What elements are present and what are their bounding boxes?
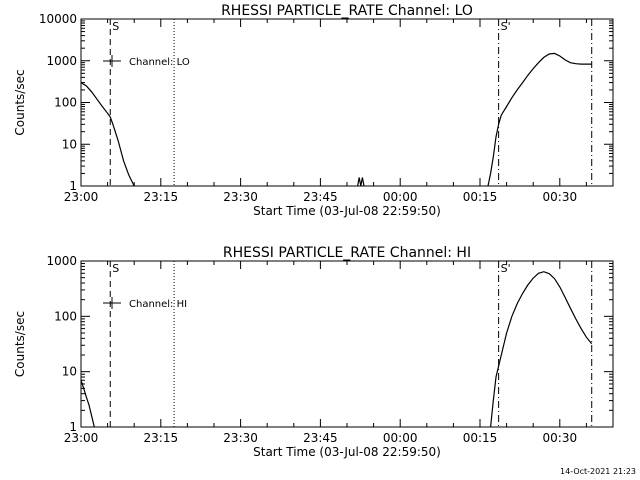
y-tick-label: 1000 (46, 54, 77, 68)
series-line-2 (490, 271, 593, 428)
series-line-1 (80, 380, 95, 428)
series-line-1 (80, 82, 135, 187)
y-tick-label: 100 (54, 96, 77, 110)
x-tick-label: 00:15 (463, 190, 498, 204)
y-axis-label: Counts/sec (13, 311, 27, 377)
marker-label: S' (501, 20, 511, 33)
y-tick-label: 1 (69, 179, 77, 193)
x-tick-label: 23:00 (64, 190, 99, 204)
chart-title: RHESSI PARTICLE_RATE Channel: LO (221, 3, 473, 19)
marker-label: S' (501, 262, 511, 275)
y-tick-label: 10 (62, 365, 77, 379)
x-tick-label: 00:00 (383, 431, 418, 445)
x-tick-label: 23:15 (144, 190, 179, 204)
x-tick-label: 00:00 (383, 190, 418, 204)
legend-label: Channel: HI (129, 299, 187, 310)
x-tick-label: 23:30 (223, 431, 258, 445)
y-tick-label: 1000 (46, 254, 77, 268)
generation-timestamp: 14-Oct-2021 21:23 (560, 467, 636, 476)
chart-panels: RHESSI PARTICLE_RATE Channel: LO 23:00 23:… (13, 3, 614, 459)
x-tick-label: 23:00 (64, 431, 99, 445)
y-tick-label: 1 (69, 420, 77, 434)
x-tick-label: 23:30 (223, 190, 258, 204)
y-tick-label: 100 (54, 309, 77, 323)
x-tick-label: 00:15 (463, 431, 498, 445)
marker-label: S (112, 20, 119, 33)
y-tick-label: 10000 (39, 12, 77, 26)
x-tick-label: 00:30 (543, 431, 578, 445)
legend-label: Channel: LO (129, 57, 190, 68)
x-axis-label: Start Time (03-Jul-08 22:59:50) (253, 445, 441, 459)
x-tick-label: 23:45 (303, 431, 338, 445)
x-tick-label: 23:15 (144, 431, 179, 445)
series-line-3 (487, 52, 592, 187)
x-axis-label: Start Time (03-Jul-08 22:59:50) (253, 204, 441, 218)
chart-panel-1: RHESSI PARTICLE_RATE Channel: LO 23:00 23:… (13, 3, 614, 218)
x-tick-label: 23:45 (303, 190, 338, 204)
marker-label: S (112, 262, 119, 275)
series-line-2 (357, 177, 365, 187)
x-tick-label: 00:30 (543, 190, 578, 204)
chart-panel-2: RHESSI PARTICLE_RATE Channel: HI 23:00 23:… (13, 245, 614, 459)
y-axis-label: Counts/sec (13, 69, 27, 135)
y-tick-label: 10 (62, 137, 77, 151)
chart-title: RHESSI PARTICLE_RATE Channel: HI (223, 245, 471, 261)
